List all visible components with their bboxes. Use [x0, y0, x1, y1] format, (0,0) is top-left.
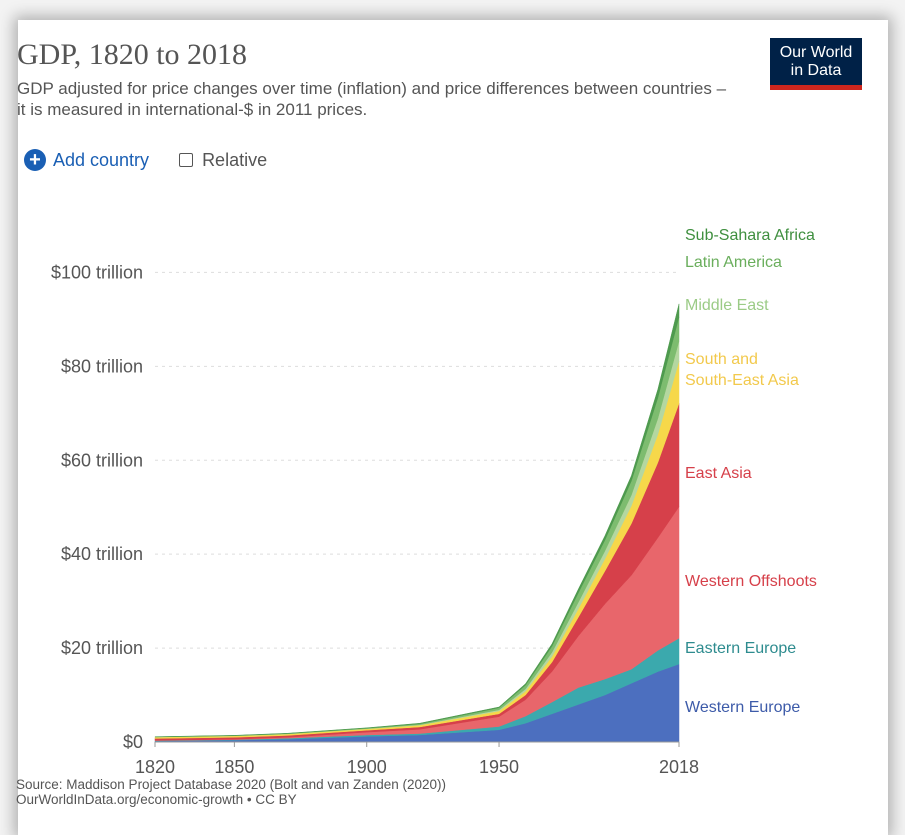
series-label[interactable]: Western Europe	[685, 699, 800, 716]
relative-checkbox[interactable]	[179, 153, 194, 167]
x-tick-label: 2018	[659, 757, 699, 777]
source-line-1: Source: Maddison Project Database 2020 (…	[16, 777, 447, 792]
axes: $0 $20 trillion $40 trillion $60 trillion $8…	[51, 262, 699, 777]
y-tick-label: $100 trillion	[51, 262, 143, 282]
chart-source: Source: Maddison Project Database 2020 (…	[16, 777, 446, 807]
area-sub-sahara-africa[interactable]	[154, 303, 680, 738]
y-tick-label: $20 trillion	[61, 638, 143, 658]
y-tick-label: $80 trillion	[61, 356, 143, 376]
series-label[interactable]: Western Offshoots	[685, 573, 817, 590]
add-country-button[interactable]: + Add country	[24, 149, 149, 171]
series-label[interactable]: Eastern Europe	[685, 640, 796, 657]
relative-toggle[interactable]: Relative	[179, 150, 267, 171]
logo-accent-bar	[770, 85, 862, 90]
relative-label: Relative	[202, 149, 268, 170]
y-tick-label: $0	[123, 732, 143, 752]
plus-circle-icon: +	[24, 149, 46, 171]
logo-line-1: Our World	[779, 44, 853, 61]
owid-logo[interactable]: Our World in Data	[770, 38, 862, 90]
x-tick-label: 1950	[479, 757, 519, 777]
chart-card	[18, 20, 888, 835]
source-line-2[interactable]: OurWorldInData.org/economic-growth • CC …	[16, 792, 297, 807]
series-label[interactable]: South and South-East Asia	[685, 351, 799, 389]
y-tick-label: $60 trillion	[61, 450, 143, 470]
x-tick-label: 1900	[347, 757, 387, 777]
series-label[interactable]: Middle East	[685, 297, 769, 314]
add-country-label: Add country	[53, 149, 150, 170]
series-label[interactable]: Latin America	[685, 254, 782, 271]
logo-line-2: in Data	[790, 62, 842, 79]
x-tick-label: 1850	[214, 757, 254, 777]
chart-subtitle: GDP adjusted for price changes over time…	[17, 79, 727, 119]
series-labels: Western Europe Eastern Europe Western Offs…	[685, 227, 817, 716]
series-label[interactable]: East Asia	[685, 465, 752, 482]
area-series	[154, 303, 680, 743]
series-label[interactable]: Sub-Sahara Africa	[685, 227, 815, 244]
y-tick-label: $40 trillion	[61, 544, 143, 564]
x-tick-label: 1820	[135, 757, 175, 777]
chart-controls: + Add country Relative	[24, 149, 267, 171]
chart-title: GDP, 1820 to 2018	[17, 38, 248, 71]
